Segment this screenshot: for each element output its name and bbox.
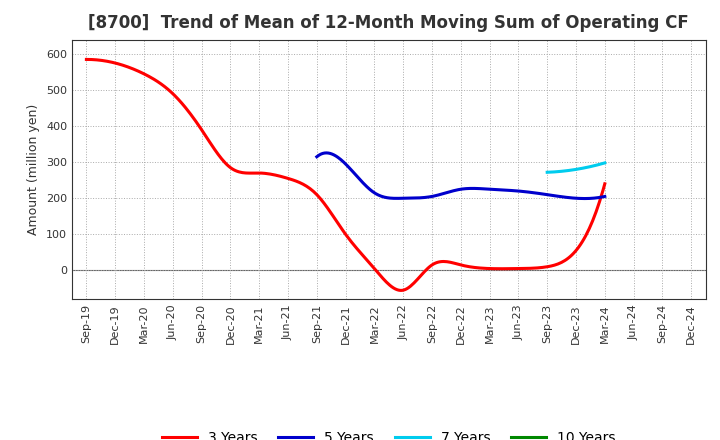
3 Years: [600, 181, 609, 187]
7 Years: [543, 170, 552, 175]
5 Years: [580, 196, 589, 201]
Title: [8700]  Trend of Mean of 12-Month Moving Sum of Operating CF: [8700] Trend of Mean of 12-Month Moving …: [89, 15, 689, 33]
7 Years: [577, 166, 585, 171]
5 Years: [322, 150, 330, 156]
7 Years: [591, 163, 600, 168]
Legend: 3 Years, 5 Years, 7 Years, 10 Years: 3 Years, 5 Years, 7 Years, 10 Years: [162, 431, 616, 440]
7 Years: [578, 165, 587, 171]
3 Years: [401, 287, 410, 292]
Y-axis label: Amount (million yen): Amount (million yen): [27, 104, 40, 235]
7 Years: [543, 170, 552, 175]
7 Years: [577, 166, 586, 171]
3 Years: [391, 286, 400, 291]
3 Years: [521, 266, 529, 271]
3 Years: [554, 261, 562, 267]
Line: 3 Years: 3 Years: [86, 59, 605, 290]
7 Years: [600, 160, 609, 165]
5 Years: [312, 154, 321, 159]
3 Years: [389, 285, 397, 290]
5 Years: [485, 187, 493, 192]
Line: 5 Years: 5 Years: [317, 153, 605, 198]
3 Years: [84, 57, 92, 62]
3 Years: [396, 288, 405, 293]
5 Years: [490, 187, 498, 192]
5 Years: [600, 194, 609, 199]
5 Years: [556, 194, 564, 199]
7 Years: [595, 162, 604, 167]
3 Years: [82, 57, 91, 62]
5 Years: [484, 187, 492, 192]
5 Years: [575, 196, 583, 201]
5 Years: [313, 154, 322, 159]
Line: 7 Years: 7 Years: [547, 163, 605, 172]
